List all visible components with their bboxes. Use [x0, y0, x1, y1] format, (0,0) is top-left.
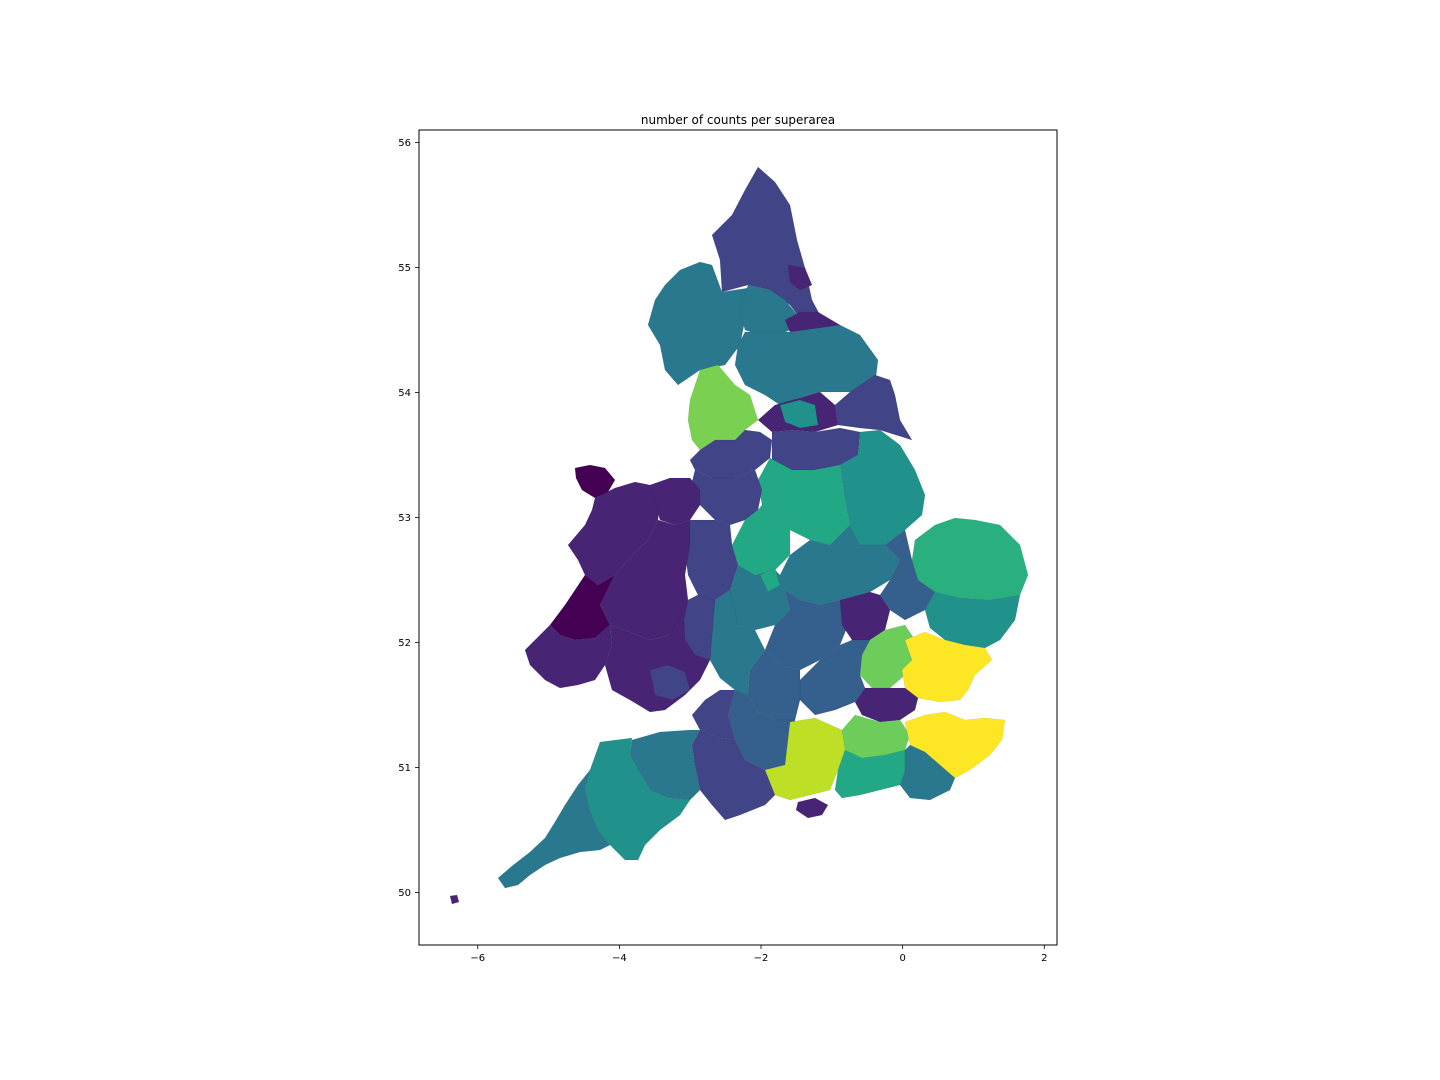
y-tick-label: 53	[398, 513, 411, 524]
region-london	[854, 687, 919, 723]
region-cardiff	[649, 664, 691, 701]
y-tick-label: 50	[398, 888, 411, 899]
y-tick-label: 51	[398, 763, 411, 774]
region-west-sussex	[834, 749, 906, 799]
y-axis-ticks: 50 51 52 53 54 55 56	[398, 138, 419, 899]
region-isle-of-wight	[795, 797, 829, 819]
region-devon	[584, 737, 691, 861]
chart-title: number of counts per superarea	[641, 113, 835, 127]
region-norfolk	[911, 517, 1029, 601]
y-tick-label: 56	[398, 138, 411, 149]
axes-frame	[418, 129, 1058, 946]
x-tick-label: −4	[612, 953, 627, 964]
region-east-sussex	[899, 744, 956, 801]
region-pembrokeshire	[524, 624, 613, 689]
region-essex	[901, 631, 993, 703]
region-cornwall	[497, 769, 611, 889]
map-regions	[449, 166, 1029, 905]
region-cambridgeshire	[879, 529, 936, 621]
region-tyneside	[787, 264, 813, 291]
x-tick-label: 0	[899, 953, 905, 964]
region-birmingham	[759, 567, 781, 593]
region-herefordshire	[683, 594, 716, 661]
region-leeds	[779, 399, 819, 429]
y-tick-label: 55	[398, 263, 411, 274]
y-tick-label: 54	[398, 388, 411, 399]
region-clwyd	[649, 477, 701, 526]
y-tick-label: 52	[398, 638, 411, 649]
x-tick-label: −2	[754, 953, 769, 964]
x-axis-ticks: −6 −4 −2 0 2	[470, 945, 1047, 964]
region-suffolk	[924, 591, 1021, 649]
region-shropshire	[684, 519, 739, 601]
region-scilly	[449, 894, 460, 905]
x-tick-label: −6	[470, 953, 485, 964]
region-hampshire	[764, 717, 846, 801]
x-tick-label: 2	[1041, 953, 1047, 964]
region-cumbria	[647, 261, 749, 386]
